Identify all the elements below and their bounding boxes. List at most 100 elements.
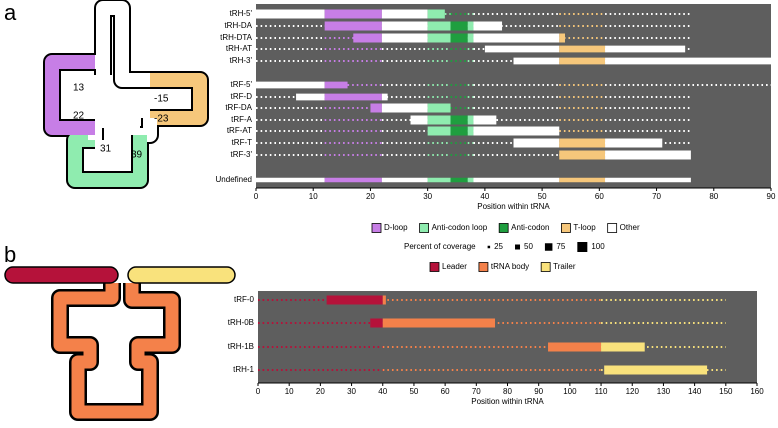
fragment-segment: [559, 57, 606, 65]
fragment-segment: [324, 93, 382, 101]
fragment-segment: [548, 342, 602, 352]
legend-swatch: [371, 223, 382, 233]
fragment-segment: [484, 45, 560, 53]
fragment-segment: [427, 21, 451, 31]
fragment-segment: [427, 103, 451, 113]
x-tick-label: 110: [595, 387, 608, 396]
x-tick-label: 20: [366, 192, 375, 201]
fragment-segment: [605, 150, 691, 160]
fragment-segment: [467, 33, 474, 43]
legend-label: D-loop: [384, 223, 408, 232]
x-tick-label: 60: [595, 192, 604, 201]
legend-label: Anti-codon: [511, 223, 549, 232]
x-axis-title: Position within tRNA: [471, 397, 544, 406]
fragment-segment: [450, 177, 468, 183]
x-tick-label: 70: [652, 192, 661, 201]
x-tick-label: 30: [423, 192, 432, 201]
x-tick-label: 30: [347, 387, 356, 396]
diagram-label: -23: [154, 114, 169, 125]
legend-label: tRNA body: [491, 262, 529, 271]
coverage-label: 100: [591, 242, 605, 251]
x-tick-label: 80: [503, 387, 512, 396]
fragment-segment: [513, 138, 560, 148]
fragment-segment: [381, 33, 428, 43]
row-label: tRH-5': [230, 9, 253, 18]
cloverleaf-b: [4, 266, 236, 421]
fragment-segment: [605, 177, 691, 183]
legend-label: Trailer: [553, 262, 576, 271]
legend-swatch: [429, 262, 440, 272]
fragment-segment: [604, 365, 708, 375]
x-tick-label: 60: [441, 387, 450, 396]
fragment-segment: [353, 33, 382, 43]
legend-label: Other: [620, 223, 640, 232]
legend-swatch: [540, 262, 551, 272]
row-label: tRH-DTA: [220, 33, 253, 42]
x-tick-label: 120: [626, 387, 640, 396]
fragment-segment: [381, 9, 428, 19]
fragment-segment: [324, 81, 348, 89]
fragment-segment: [324, 21, 382, 31]
x-tick-label: 10: [309, 192, 318, 201]
diagram-label: 39: [131, 150, 143, 161]
row-label: tRF-T: [232, 138, 253, 147]
row-label: tRF-3': [230, 150, 252, 159]
fragment-segment: [324, 177, 382, 183]
fragment-segment: [473, 33, 560, 43]
panel-label: a: [4, 0, 17, 25]
x-tick-label: 20: [316, 387, 325, 396]
fragment-segment: [296, 93, 325, 101]
coverage-label: 25: [494, 242, 503, 251]
fragment-segment: [559, 33, 565, 43]
legend-swatch: [561, 223, 571, 233]
row-label: tRH-0B: [228, 318, 254, 327]
x-axis-title: Position within tRNA: [477, 202, 550, 211]
fragment-segment: [427, 33, 451, 43]
x-tick-label: 100: [563, 387, 577, 396]
fragment-segment: [467, 21, 474, 31]
x-tick-label: 80: [709, 192, 718, 201]
fragment-segment: [605, 45, 686, 53]
fragment-segment: [382, 295, 386, 305]
coverage-swatch: [515, 244, 521, 250]
fragment-segment: [370, 103, 382, 113]
fragment-segment: [324, 9, 382, 19]
fragment-segment: [256, 9, 325, 19]
legend-label: Anti-codon loop: [432, 223, 488, 232]
coverage-label: 75: [556, 242, 565, 251]
row-label: tRH-1B: [228, 342, 254, 351]
row-label: tRH-1: [233, 365, 254, 374]
row-label: tRF-AT: [227, 126, 252, 135]
fragment-segment: [410, 115, 428, 125]
coverage-label: 50: [524, 242, 533, 251]
coverage-swatch: [577, 242, 588, 252]
panel-label: b: [4, 242, 16, 267]
row-label: tRH-3': [230, 56, 253, 65]
fragment-segment: [467, 126, 474, 136]
fragment-segment: [450, 126, 468, 136]
fragment-segment: [450, 21, 468, 31]
legend-label: Leader: [442, 262, 467, 271]
legend-swatch: [498, 223, 509, 233]
x-tick-label: 70: [472, 387, 481, 396]
row-label: tRF-A: [231, 115, 253, 124]
coverage-legend-title: Percent of coverage: [404, 242, 476, 251]
x-tick-label: 140: [688, 387, 702, 396]
fragment-segment: [467, 177, 474, 183]
coverage-swatch: [544, 243, 553, 251]
fragment-segment: [256, 177, 325, 183]
x-tick-label: 90: [767, 192, 776, 201]
x-tick-label: 0: [256, 387, 261, 396]
x-tick-label: 130: [657, 387, 671, 396]
fragment-segment: [381, 177, 428, 183]
fragment-segment: [473, 21, 503, 31]
x-tick-label: 90: [534, 387, 543, 396]
fragment-segment: [382, 318, 496, 328]
fragment-segment: [381, 93, 388, 101]
x-tick-label: 40: [378, 387, 387, 396]
x-tick-label: 150: [719, 387, 733, 396]
fragment-segment: [605, 138, 663, 148]
fragment-segment: [473, 115, 497, 125]
x-tick-label: 10: [285, 387, 294, 396]
